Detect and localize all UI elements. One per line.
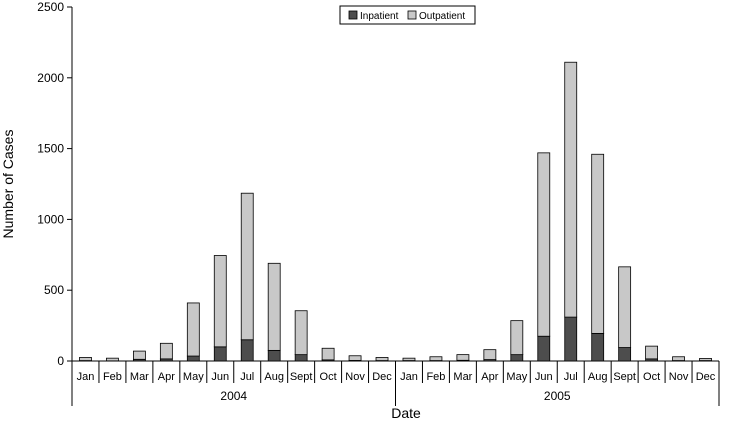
y-tick-label: 0 [57, 354, 64, 368]
bar-outpatient [456, 354, 470, 361]
x-category-label: May [183, 371, 204, 383]
y-axis-ticks: 0 500 1000 1500 2000 2500 [37, 0, 72, 368]
bar-outpatient [645, 345, 659, 360]
bar-outpatient [537, 152, 551, 337]
x-category-label: Sept [290, 371, 313, 383]
bar-outpatient [510, 320, 524, 356]
bar-outpatient [402, 357, 416, 361]
bar-inpatient [618, 347, 632, 362]
x-group-label: 2005 [544, 389, 571, 403]
legend-swatch-inpatient [348, 10, 358, 20]
y-tick-label: 1000 [37, 212, 64, 226]
x-category-label: Apr [481, 371, 498, 383]
x-category-label: Jun [535, 371, 553, 383]
x-category-label: Jan [77, 371, 95, 383]
bar-outpatient [132, 350, 146, 360]
bar-inpatient [294, 354, 308, 362]
bar-inpatient [510, 354, 524, 362]
bar-outpatient [240, 192, 254, 341]
x-category-label: Nov [345, 371, 365, 383]
x-category-label: Apr [158, 371, 175, 383]
legend-box [339, 5, 476, 25]
x-axis-categories: Jan Feb Mar Apr May Jun Jul Aug Sept Oct Nov Dec Jan… [71, 361, 720, 383]
x-category-label: Aug [588, 371, 608, 383]
bar-outpatient [79, 357, 92, 361]
x-category-label: Oct [643, 371, 660, 383]
bar-outpatient [564, 61, 578, 318]
x-category-label: Dec [696, 371, 716, 383]
bar-outpatient [321, 347, 335, 361]
bar-outpatient [106, 357, 119, 362]
x-axis-year-groups: 2004 2005 [71, 383, 720, 406]
bar-outpatient [672, 356, 685, 361]
x-category-label: May [506, 371, 527, 383]
y-tick-label: 1500 [37, 142, 64, 156]
x-category-label: Jun [211, 371, 229, 383]
x-category-label: Aug [264, 371, 284, 383]
bar-outpatient [294, 310, 308, 356]
bar-outpatient [213, 255, 227, 348]
bar-inpatient [186, 355, 200, 362]
bar-outpatient [186, 302, 200, 357]
bar-inpatient [240, 339, 254, 362]
x-category-label: Feb [103, 371, 122, 383]
bar-outpatient [267, 262, 281, 351]
bar-outpatient [699, 358, 712, 361]
bar-inpatient [564, 316, 578, 362]
bar-inpatient [267, 349, 281, 362]
y-tick-label: 500 [44, 283, 64, 297]
bar-outpatient [618, 266, 632, 348]
x-category-label: Jul [564, 371, 578, 383]
y-tick-label: 2500 [37, 0, 64, 14]
bar-outpatient [159, 342, 173, 360]
bar-inpatient [591, 332, 605, 362]
y-tick-label: 2000 [37, 71, 64, 85]
x-category-label: Jan [400, 371, 418, 383]
bar-inpatient [537, 335, 551, 362]
x-category-label: Jul [240, 371, 254, 383]
x-category-label: Dec [372, 371, 392, 383]
y-axis-title: Number of Cases [0, 130, 16, 239]
legend-swatch-outpatient [407, 10, 417, 20]
x-group-label: 2004 [220, 389, 247, 403]
x-category-label: Mar [130, 371, 149, 383]
bar-outpatient [348, 355, 362, 361]
bar-outpatient [591, 153, 605, 334]
legend: Inpatient Outpatient [339, 5, 476, 25]
x-category-label: Nov [669, 371, 689, 383]
legend-label-inpatient: Inpatient [360, 11, 399, 22]
x-category-label: Mar [453, 371, 472, 383]
bar-outpatient [429, 356, 443, 361]
bars-group [79, 61, 712, 362]
bar-inpatient [213, 346, 227, 362]
x-category-label: Sept [613, 371, 636, 383]
legend-label-outpatient: Outpatient [419, 11, 465, 22]
bar-outpatient [375, 357, 389, 361]
x-category-label: Oct [320, 371, 337, 383]
bar-outpatient [483, 349, 497, 360]
x-category-label: Feb [426, 371, 445, 383]
x-axis-title: Date [391, 405, 421, 421]
